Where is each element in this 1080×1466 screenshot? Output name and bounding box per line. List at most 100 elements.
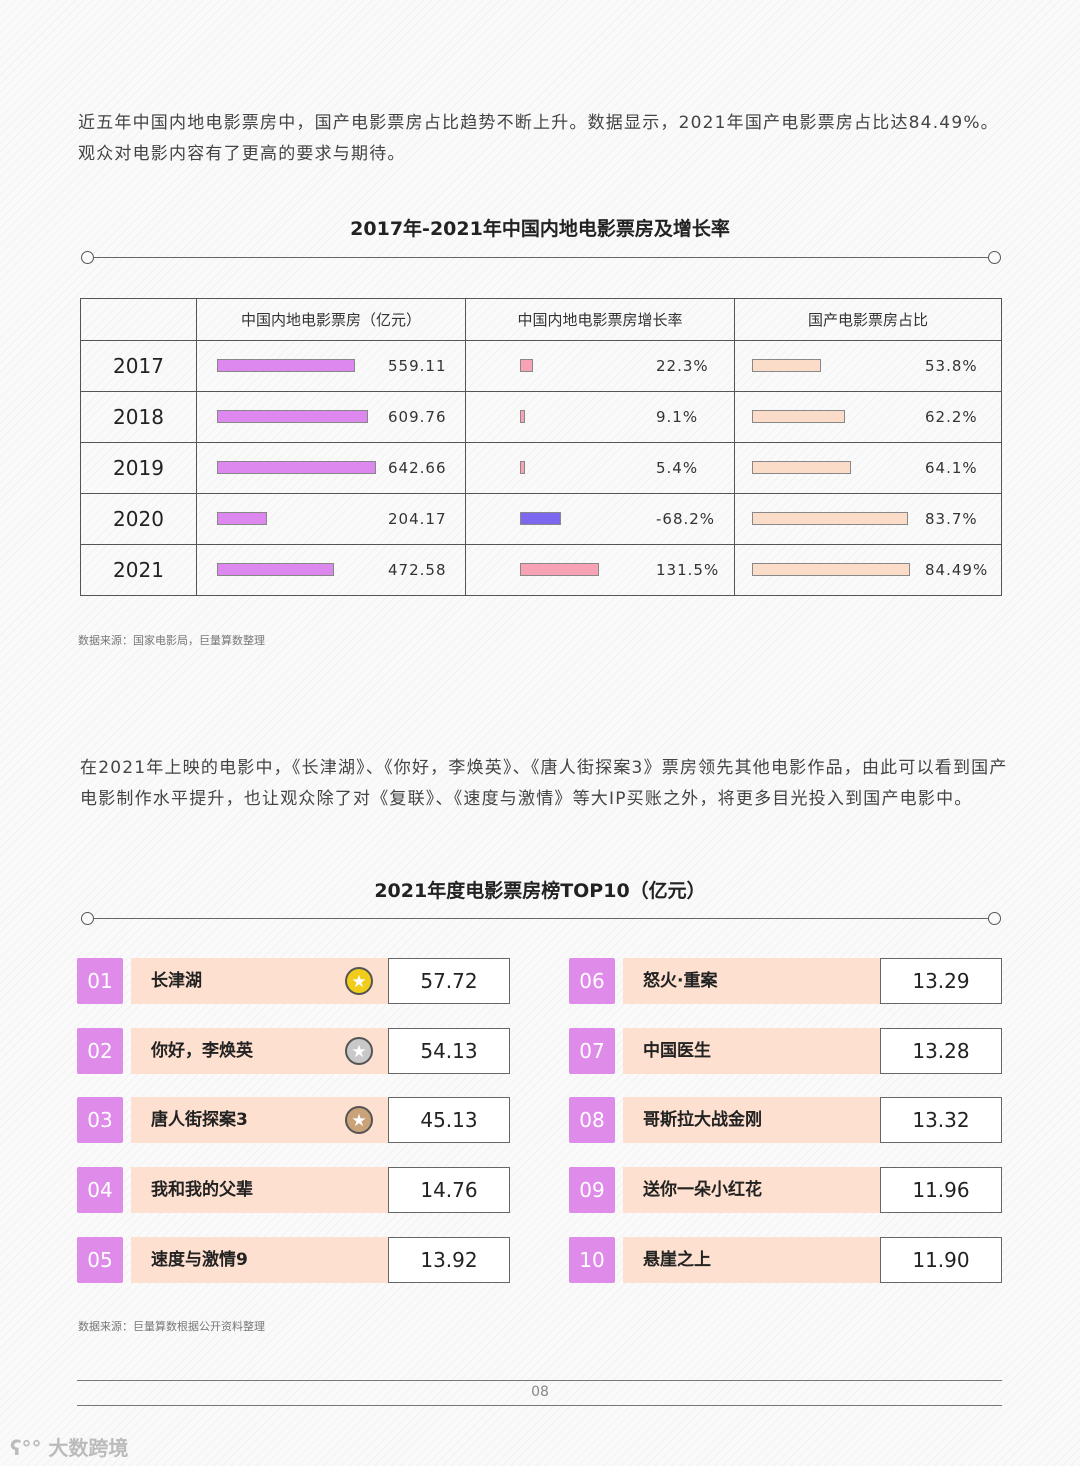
- boxoffice-cell: 472.58: [196, 544, 466, 596]
- rank-badge: 02: [77, 1028, 123, 1074]
- divider-dot: [988, 251, 1001, 264]
- movie-name: 长津湖 ★: [131, 958, 388, 1004]
- footer-rule: [77, 1405, 1002, 1406]
- share-value: 84.49%: [925, 561, 989, 579]
- growth-cell: 5.4%: [465, 442, 735, 494]
- ranking-item: 07 中国医生 13.28: [569, 1028, 1002, 1074]
- ranking-item: 05 速度与激情9 13.92: [77, 1237, 510, 1283]
- growth-bar: [520, 512, 561, 525]
- boxoffice-bar: [217, 512, 268, 525]
- table-row: 2020 204.17 -68.2% 83.7%: [80, 493, 1002, 545]
- growth-value: 22.3%: [656, 357, 709, 375]
- intro-paragraph: 近五年中国内地电影票房中，国产电影票房占比趋势不断上升。数据显示，2021年国产…: [78, 113, 999, 164]
- share-value: 64.1%: [925, 459, 978, 477]
- growth-bar: [520, 410, 526, 423]
- box-office-value: 57.72: [388, 958, 510, 1004]
- header-blank: [80, 298, 197, 341]
- header-share: 国产电影票房占比: [734, 298, 1002, 341]
- header-growth: 中国内地电影票房增长率: [465, 298, 735, 341]
- ranking-item: 06 怒火·重案 13.29: [569, 958, 1002, 1004]
- rank-badge: 08: [569, 1097, 615, 1143]
- rank-badge: 05: [77, 1237, 123, 1283]
- growth-bar: [520, 563, 599, 576]
- watermark-icon: ʕ°°: [10, 1436, 49, 1460]
- divider: [88, 918, 994, 919]
- ranking-item: 02 你好，李焕英 ★ 54.13: [77, 1028, 510, 1074]
- boxoffice-value: 609.76: [388, 408, 447, 426]
- rank-badge: 06: [569, 958, 615, 1004]
- growth-value: 9.1%: [656, 408, 699, 426]
- share-bar: [752, 563, 911, 576]
- bronze-medal-star-icon: ★: [345, 1106, 373, 1134]
- movie-name: 速度与激情9: [131, 1237, 388, 1283]
- ranking-title: 2021年度电影票房榜TOP10（亿元）: [374, 880, 706, 902]
- movie-name: 哥斯拉大战金刚: [623, 1097, 880, 1143]
- ranking-item: 09 送你一朵小红花 11.96: [569, 1167, 1002, 1213]
- gold-medal-star-icon: ★: [345, 967, 373, 995]
- year-cell: 2021: [80, 544, 197, 596]
- divider-dot: [988, 912, 1001, 925]
- box-office-value: 11.96: [880, 1167, 1002, 1213]
- growth-bar: [520, 461, 525, 474]
- boxoffice-value: 472.58: [388, 561, 447, 579]
- boxoffice-bar: [217, 563, 334, 576]
- ranking-item: 01 长津湖 ★ 57.72: [77, 958, 510, 1004]
- year-cell: 2017: [80, 340, 197, 392]
- box-office-value: 54.13: [388, 1028, 510, 1074]
- share-bar: [752, 461, 851, 474]
- share-value: 62.2%: [925, 408, 978, 426]
- movie-name: 你好，李焕英 ★: [131, 1028, 388, 1074]
- source-note-2: 数据来源：巨量算数根据公开资料整理: [78, 1320, 265, 1333]
- movie-name: 中国医生: [623, 1028, 880, 1074]
- table-row: 2018 609.76 9.1% 62.2%: [80, 391, 1002, 443]
- growth-value: 131.5%: [656, 561, 720, 579]
- page-number: 08: [531, 1384, 549, 1400]
- boxoffice-cell: 642.66: [196, 442, 466, 494]
- boxoffice-bar: [217, 359, 356, 372]
- year-cell: 2018: [80, 391, 197, 443]
- boxoffice-cell: 609.76: [196, 391, 466, 443]
- table-row: 2021 472.58 131.5% 84.49%: [80, 544, 1002, 596]
- rank-badge: 01: [77, 958, 123, 1004]
- share-cell: 84.49%: [734, 544, 1002, 596]
- movie-name: 唐人街探案3 ★: [131, 1097, 388, 1143]
- divider-dot: [81, 251, 94, 264]
- growth-bar: [520, 359, 534, 372]
- year-cell: 2019: [80, 442, 197, 494]
- rank-badge: 03: [77, 1097, 123, 1143]
- watermark-logo: ʕ°° 大数跨境: [10, 1436, 129, 1460]
- ranking-item: 03 唐人街探案3 ★ 45.13: [77, 1097, 510, 1143]
- table-row: 2019 642.66 5.4% 64.1%: [80, 442, 1002, 494]
- growth-value: -68.2%: [656, 510, 716, 528]
- table-title: 2017年-2021年中国内地电影票房及增长率: [350, 218, 730, 240]
- ranking-item: 08 哥斯拉大战金刚 13.32: [569, 1097, 1002, 1143]
- share-bar: [752, 512, 908, 525]
- rank-badge: 07: [569, 1028, 615, 1074]
- boxoffice-cell: 559.11: [196, 340, 466, 392]
- divider-dot: [81, 912, 94, 925]
- box-office-value: 13.92: [388, 1237, 510, 1283]
- rank-badge: 04: [77, 1167, 123, 1213]
- movie-name: 我和我的父辈: [131, 1167, 388, 1213]
- ranking-item: 04 我和我的父辈 14.76: [77, 1167, 510, 1213]
- growth-cell: 22.3%: [465, 340, 735, 392]
- boxoffice-value: 204.17: [388, 510, 447, 528]
- boxoffice-value: 642.66: [388, 459, 447, 477]
- rank-badge: 09: [569, 1167, 615, 1213]
- box-office-table: 中国内地电影票房（亿元） 中国内地电影票房增长率 国产电影票房占比 2017 5…: [80, 298, 1002, 596]
- ranking-item: 10 悬崖之上 11.90: [569, 1237, 1002, 1283]
- year-cell: 2020: [80, 493, 197, 545]
- growth-value: 5.4%: [656, 459, 699, 477]
- box-office-value: 14.76: [388, 1167, 510, 1213]
- share-bar: [752, 359, 822, 372]
- movie-name: 悬崖之上: [623, 1237, 880, 1283]
- footer-rule: [77, 1380, 1002, 1381]
- box-office-value: 13.32: [880, 1097, 1002, 1143]
- share-cell: 62.2%: [734, 391, 1002, 443]
- silver-medal-star-icon: ★: [345, 1037, 373, 1065]
- divider: [88, 257, 994, 258]
- box-office-value: 11.90: [880, 1237, 1002, 1283]
- boxoffice-bar: [217, 461, 376, 474]
- growth-cell: -68.2%: [465, 493, 735, 545]
- box-office-value: 45.13: [388, 1097, 510, 1143]
